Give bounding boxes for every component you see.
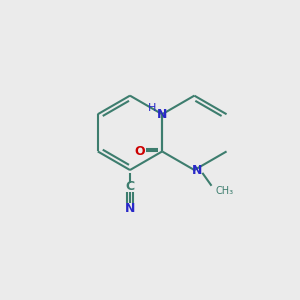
Text: O: O [134,145,145,158]
Text: C: C [125,180,134,193]
Text: N: N [125,202,135,214]
Text: H: H [148,103,156,113]
Text: CH₃: CH₃ [216,187,234,196]
Text: N: N [192,164,202,176]
Text: N: N [157,108,167,121]
